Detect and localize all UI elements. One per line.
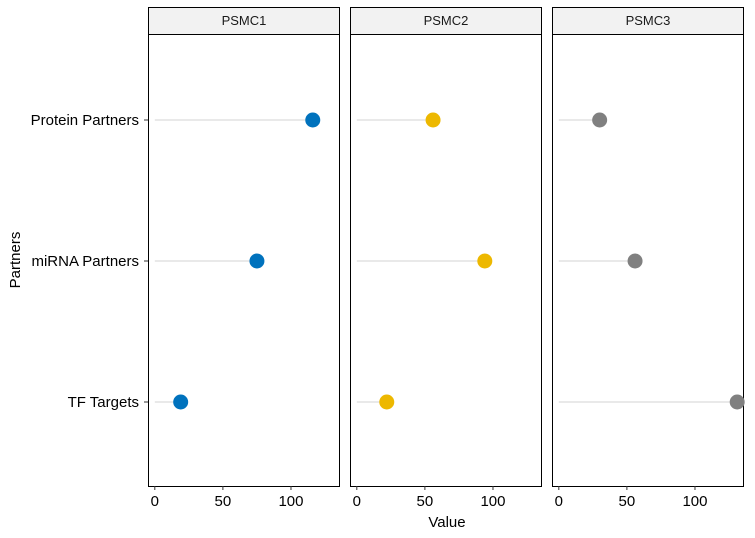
- x-tick-label: 0: [151, 493, 159, 510]
- facet-strip-label: PSMC3: [626, 13, 671, 28]
- x-tick-label: 100: [682, 493, 707, 510]
- facet-strip-label: PSMC1: [222, 13, 267, 28]
- facet-panel-psmc2: PSMC2 0 50 100: [350, 7, 542, 510]
- lollipop-point: [477, 253, 493, 269]
- x-axis-title: Value: [428, 514, 465, 531]
- category-labels: Protein Partners miRNA Partners TF Targets: [31, 112, 148, 411]
- facet-panels: PSMC1 0 50 100 PSMC2 0 50 100 PSMC3 0 50 100: [148, 7, 745, 510]
- x-tick-label: 100: [278, 493, 303, 510]
- facet-strip: [350, 7, 542, 35]
- facet-panel-psmc1: PSMC1 0 50 100: [148, 7, 340, 510]
- y-axis-title: Partners: [7, 232, 24, 289]
- category-label: Protein Partners: [31, 112, 139, 129]
- lollipop-point: [627, 253, 643, 269]
- lollipop-point: [592, 112, 608, 128]
- x-tick-label: 50: [619, 493, 636, 510]
- facet-panel-psmc3: PSMC3 0 50 100: [552, 7, 745, 510]
- x-tick-label: 0: [555, 493, 563, 510]
- x-tick-label: 50: [417, 493, 434, 510]
- x-tick-label: 100: [480, 493, 505, 510]
- category-label: miRNA Partners: [31, 253, 139, 270]
- lollipop-point: [305, 112, 321, 128]
- lollipop-point: [379, 394, 395, 410]
- facet-strip: [148, 7, 340, 35]
- panel-border: [148, 34, 340, 487]
- panel-border: [350, 34, 542, 487]
- x-tick-label: 0: [353, 493, 361, 510]
- lollipop-point: [249, 253, 265, 269]
- lollipop-point: [173, 394, 189, 410]
- lollipop-point: [425, 112, 441, 128]
- facet-strip-label: PSMC2: [424, 13, 469, 28]
- x-tick-label: 50: [215, 493, 232, 510]
- lollipop-point: [729, 394, 745, 410]
- category-label: TF Targets: [68, 394, 139, 411]
- panel-border: [552, 34, 744, 487]
